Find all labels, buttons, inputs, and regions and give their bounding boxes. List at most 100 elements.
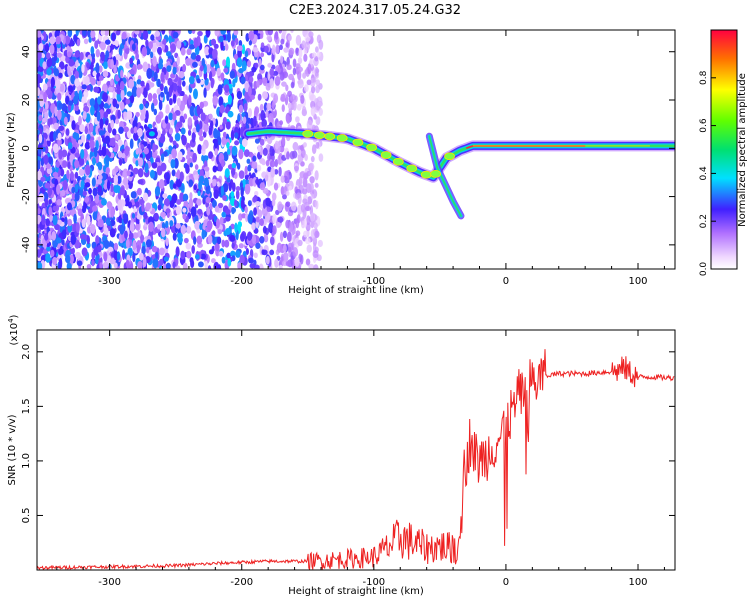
snr-series-line bbox=[37, 349, 675, 570]
heatmap-cell bbox=[230, 167, 236, 176]
colorbar-ticks: 0.0 0.2 0.4 0.6 0.8 bbox=[699, 70, 716, 276]
heatmap-cell bbox=[132, 252, 136, 263]
heatmap-cell bbox=[268, 113, 274, 124]
heatmap-cell bbox=[65, 128, 70, 136]
heatmap-cell bbox=[44, 145, 49, 154]
heatmap-cell bbox=[91, 259, 95, 267]
heatmap-cell bbox=[113, 242, 119, 251]
heatmap-cell bbox=[248, 76, 254, 83]
heatmap-cell bbox=[131, 43, 136, 52]
heatmap-cell bbox=[313, 222, 318, 229]
heatmap-cell bbox=[230, 250, 236, 257]
heatmap-cell bbox=[220, 40, 224, 51]
heatmap-cell bbox=[266, 102, 272, 111]
heatmap-cell bbox=[190, 52, 197, 60]
heatmap-cell bbox=[256, 164, 262, 172]
heatmap-cell bbox=[261, 249, 265, 255]
heatmap-cell bbox=[56, 92, 62, 101]
heatmap-cell bbox=[161, 221, 166, 229]
heatmap-cell bbox=[203, 34, 208, 44]
heatmap-cell bbox=[72, 132, 78, 139]
heatmap-cell bbox=[52, 172, 59, 178]
heatmap-cell bbox=[110, 79, 114, 86]
heatmap-cell bbox=[313, 264, 319, 269]
heatmap-cell bbox=[288, 185, 292, 191]
heatmap-cell bbox=[191, 245, 195, 254]
heatmap-cell bbox=[92, 70, 98, 77]
heatmap-cell bbox=[288, 73, 294, 81]
heatmap-cell bbox=[135, 52, 139, 61]
heatmap-cell bbox=[137, 168, 144, 178]
heatmap-cell bbox=[259, 182, 266, 191]
heatmap-cell bbox=[303, 84, 309, 93]
heatmap-cell bbox=[314, 230, 320, 239]
heatmap-cell bbox=[210, 38, 217, 46]
heatmap-cell bbox=[234, 199, 238, 207]
heatmap-cell bbox=[176, 97, 181, 107]
heatmap-cell bbox=[78, 115, 82, 126]
heatmap-cell bbox=[243, 149, 250, 158]
heatmap-cell bbox=[273, 93, 279, 104]
heatmap-cell bbox=[79, 124, 85, 133]
heatmap-cell bbox=[75, 30, 79, 37]
heatmap-cell bbox=[133, 131, 139, 141]
heatmap-cell bbox=[259, 235, 265, 244]
heatmap-cell bbox=[126, 91, 133, 97]
heatmap-cell bbox=[121, 152, 126, 159]
heatmap-cell bbox=[274, 140, 279, 150]
heatmap-cell bbox=[110, 207, 115, 218]
heatmap-cell bbox=[264, 174, 269, 182]
heatmap-cell bbox=[237, 114, 241, 122]
heatmap-cell bbox=[135, 223, 140, 231]
heatmap-cell bbox=[127, 247, 133, 257]
heatmap-cell bbox=[211, 258, 216, 264]
heatmap-cell bbox=[221, 211, 226, 218]
heatmap-cell bbox=[220, 185, 224, 197]
heatmap-cell bbox=[97, 161, 103, 171]
heatmap-cell bbox=[212, 165, 218, 173]
heatmap-cell bbox=[106, 201, 112, 209]
snr-multiplier-label: (x104) bbox=[7, 314, 20, 345]
heatmap-cell bbox=[181, 135, 187, 146]
heatmap-cell bbox=[279, 231, 284, 242]
heatmap-cell bbox=[194, 164, 199, 170]
heatmap-cell bbox=[80, 148, 85, 159]
heatmap-cell bbox=[140, 234, 145, 244]
heatmap-cell bbox=[157, 204, 162, 211]
ridge-blob bbox=[430, 169, 441, 178]
heatmap-cell bbox=[69, 171, 74, 181]
heatmap-cell bbox=[105, 50, 110, 59]
heatmap-cell bbox=[280, 38, 285, 45]
heatmap-cell bbox=[134, 30, 140, 35]
heatmap-cell bbox=[193, 184, 197, 191]
heatmap-cell bbox=[142, 257, 147, 268]
heatmap-cell bbox=[95, 49, 101, 58]
heatmap-cell bbox=[241, 44, 246, 55]
heatmap-cell bbox=[189, 105, 195, 117]
heatmap-cell bbox=[50, 249, 55, 258]
heatmap-cell bbox=[271, 44, 276, 55]
heatmap-cell bbox=[281, 81, 287, 87]
heatmap-cell bbox=[221, 136, 227, 146]
heatmap-cell bbox=[287, 34, 292, 42]
heatmap-cell bbox=[300, 94, 305, 104]
heatmap-cell bbox=[86, 242, 91, 249]
heatmap-cell bbox=[241, 60, 247, 72]
heatmap-cell bbox=[247, 107, 253, 118]
x-tick-label: -200 bbox=[230, 276, 253, 287]
heatmap-cell bbox=[114, 118, 120, 125]
heatmap-cell bbox=[176, 121, 183, 128]
heatmap-cell bbox=[84, 196, 90, 203]
heatmap-cell bbox=[282, 230, 288, 239]
heatmap-cell bbox=[201, 144, 206, 152]
heatmap-cell bbox=[174, 110, 181, 116]
heatmap-cell bbox=[271, 101, 275, 110]
heatmap-cell bbox=[244, 174, 249, 181]
heatmap-cell bbox=[145, 102, 149, 109]
heatmap-cell bbox=[165, 262, 171, 269]
heatmap-cell bbox=[212, 178, 217, 187]
heatmap-cell bbox=[209, 120, 214, 129]
heatmap-cell bbox=[231, 162, 237, 169]
heatmap-cell bbox=[148, 82, 155, 88]
heatmap-spot bbox=[148, 131, 155, 137]
